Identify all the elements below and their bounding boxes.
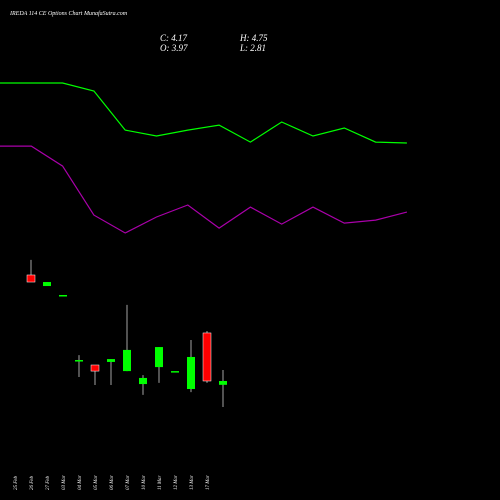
candle-body — [43, 282, 51, 287]
candle-body — [59, 295, 67, 297]
chart-title: IREDA 114 CE Options Chart MunafaSutra.c… — [9, 10, 128, 17]
info-open: O: 3.97 — [160, 43, 188, 53]
candle-body — [139, 377, 147, 385]
x-tick-label: 07 Mar — [126, 475, 131, 490]
indicator-line — [0, 82, 407, 144]
candle-body — [26, 274, 36, 283]
x-tick-label: 27 Feb — [46, 475, 51, 490]
info-close: C: 4.17 — [160, 33, 188, 43]
candle-body — [155, 347, 163, 368]
x-tick-label: 25 Feb — [14, 475, 19, 490]
x-tick-label: 05 Mar — [94, 475, 99, 490]
x-tick-label: 13 Mar — [190, 475, 195, 490]
candle-body — [123, 349, 131, 372]
candle-body — [219, 381, 227, 385]
info-low: L: 2.81 — [239, 43, 266, 53]
x-tick-label: 10 Mar — [142, 475, 147, 490]
candle-body — [75, 360, 83, 362]
x-tick-label: 17 Mar — [206, 475, 211, 490]
candle-body — [90, 364, 100, 372]
x-tick-label: 06 Mar — [110, 475, 115, 490]
x-tick-label: 04 Mar — [78, 475, 83, 490]
candle-body — [171, 371, 179, 373]
x-tick-label: 03 Mar — [62, 475, 67, 490]
info-high: H: 4.75 — [239, 33, 268, 43]
x-tick-label: 11 Mar — [158, 475, 163, 490]
candle-body — [202, 332, 212, 382]
candle-body — [107, 359, 115, 362]
candle-body — [187, 356, 195, 390]
x-tick-label: 26 Feb — [30, 475, 35, 490]
indicator-line — [0, 145, 408, 234]
x-tick-label: 12 Mar — [174, 475, 179, 490]
